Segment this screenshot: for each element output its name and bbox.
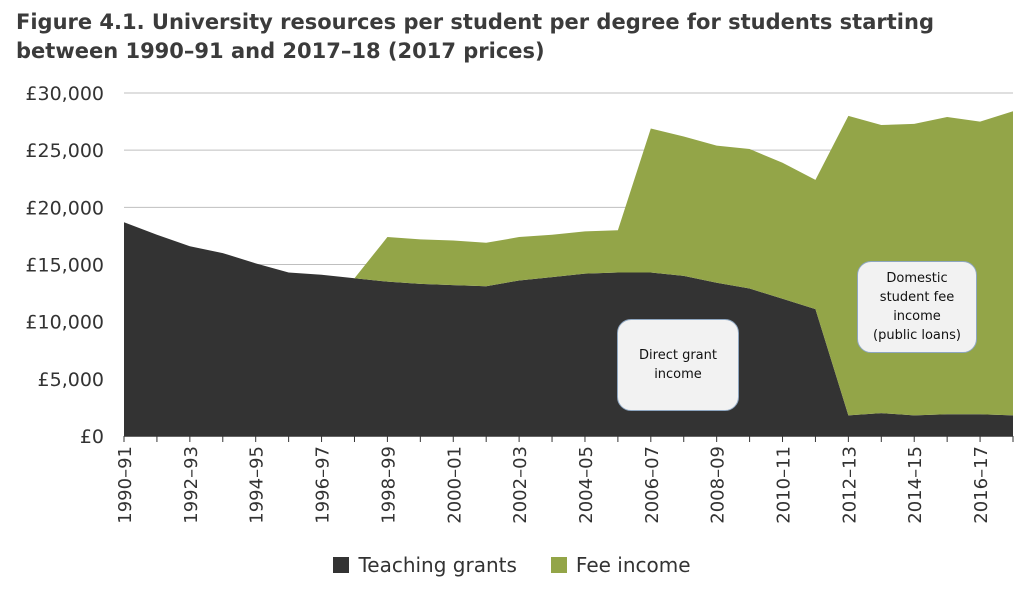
x-tick-label: 1990–91 [115,446,136,524]
x-tick-label: 1996–97 [313,446,334,524]
x-tick-label: 2016–17 [971,446,992,524]
y-axis-ticks: £0 £5,000 £10,000 £15,000 £20,000 £25,000 £30,… [25,83,104,448]
x-tick-label: 2004–05 [576,446,597,524]
legend-swatch-fee-income [550,557,567,573]
legend: Teaching grants Fee income [0,553,1024,577]
x-tick-label: 2010–11 [774,446,795,524]
y-tick-label: £0 [80,426,104,448]
x-tick-label: 2002–03 [510,446,531,524]
x-tick-label: 2012–13 [839,446,860,524]
y-tick-label: £20,000 [25,197,104,219]
x-tick-label: 1994–95 [247,446,268,524]
legend-item-teaching-grants: Teaching grants [333,553,517,577]
chart-title: Figure 4.1. University resources per stu… [16,10,934,63]
legend-item-fee-income: Fee income [550,553,691,577]
x-tick-label: 2008–09 [708,446,729,524]
x-tick-label: 2000–01 [444,446,465,524]
legend-label-teaching-grants: Teaching grants [358,553,517,577]
x-tick-label: 2006–07 [642,446,663,524]
x-tick-label: 1992–93 [181,446,202,524]
annotation-direct-grant: Direct grant income [617,319,739,411]
area-teaching-grants [124,222,1013,436]
y-tick-label: £25,000 [25,140,104,162]
x-tick-label: 1998–99 [378,446,399,524]
y-tick-label: £10,000 [25,312,104,334]
x-tick-label: 2014–15 [905,446,926,524]
x-axis-ticks: 1990–91 1992–93 1994–95 1996–97 1998–99 2000–… [115,436,1014,524]
legend-swatch-teaching-grants [333,557,350,573]
y-tick-label: £30,000 [25,83,104,105]
legend-label-fee-income: Fee income [575,553,691,577]
area-fee-income [354,111,1014,416]
y-tick-label: £15,000 [25,255,104,277]
y-tick-label: £5,000 [38,369,104,391]
area-series [124,111,1014,436]
annotation-fee-income: Domestic student fee income (public loan… [857,261,977,353]
